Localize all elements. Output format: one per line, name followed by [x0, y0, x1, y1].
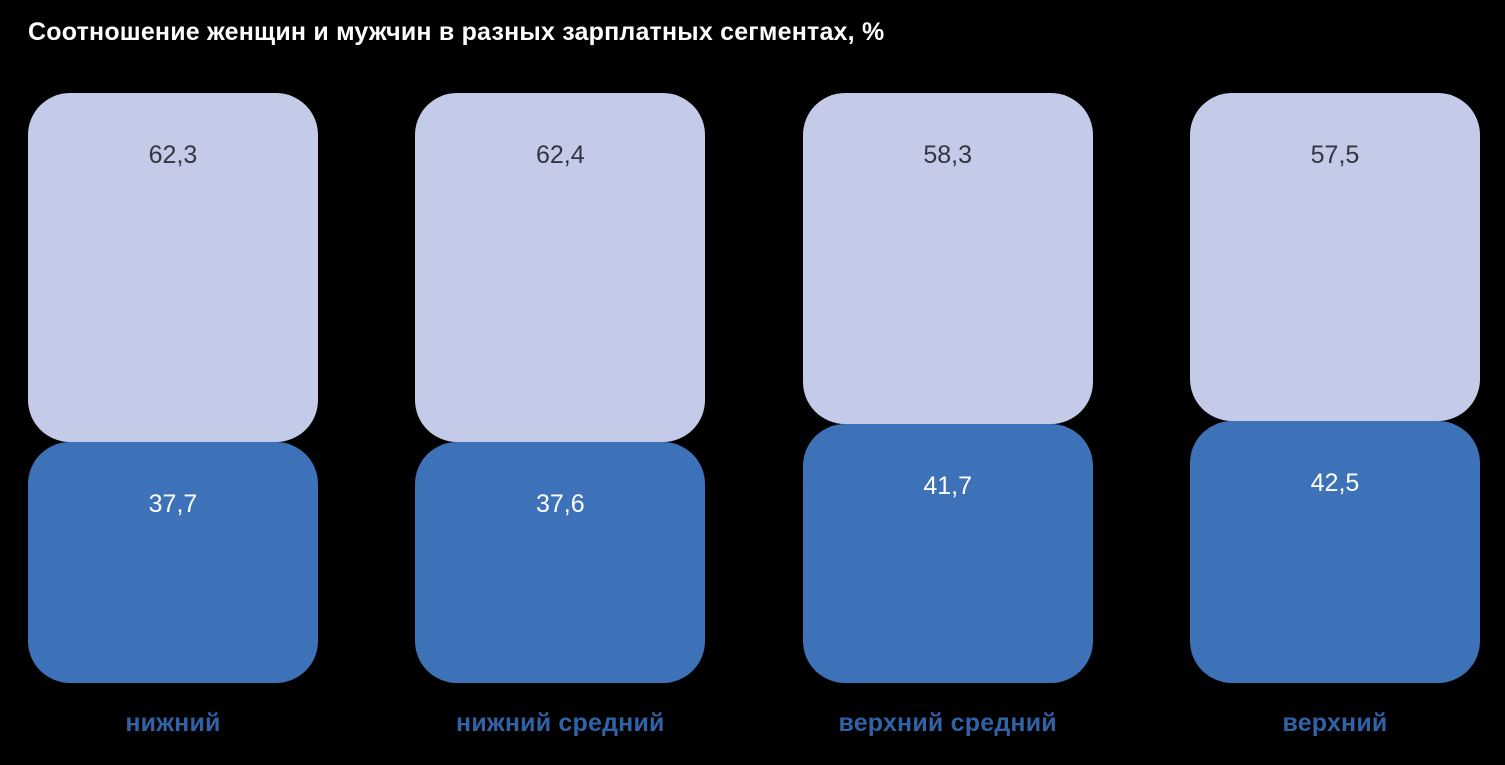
chart-title: Соотношение женщин и мужчин в разных зар… [28, 18, 885, 46]
bar-segment-women: 57,5 [1189, 93, 1480, 421]
value-label-men: 37,7 [148, 489, 198, 518]
stacked-bar-chart: 62,3 37,7 нижний 62,4 37,6 нижний средни… [28, 93, 1480, 738]
bar-segment-women: 62,4 [415, 93, 706, 443]
value-label-women: 62,3 [148, 141, 198, 169]
category-label: нижний [125, 709, 221, 737]
value-label-men: 41,7 [923, 472, 972, 501]
stacked-bar: 58,3 41,7 [802, 93, 1093, 683]
bar-segment-women: 58,3 [802, 93, 1093, 425]
bar-column-lower-middle: 62,4 37,6 нижний средний [415, 93, 706, 738]
value-label-men: 37,6 [535, 490, 585, 519]
stacked-bar: 62,4 37,6 [415, 93, 706, 683]
bar-column-lower: 62,3 37,7 нижний [28, 93, 318, 738]
bar-segment-women: 62,3 [28, 93, 318, 442]
stacked-bar: 62,3 37,7 [28, 93, 318, 683]
category-label: верхний [1282, 709, 1388, 737]
bar-segment-men: 37,7 [28, 441, 318, 683]
category-label: нижний средний [456, 709, 665, 737]
category-label: верхний средний [838, 709, 1057, 737]
bar-column-upper: 57,5 42,5 верхний [1189, 93, 1480, 738]
stacked-bar: 57,5 42,5 [1189, 93, 1480, 683]
bar-segment-men: 37,6 [415, 442, 706, 683]
bar-segment-men: 42,5 [1189, 420, 1480, 683]
value-label-men: 42,5 [1310, 468, 1360, 497]
value-label-women: 57,5 [1310, 141, 1360, 169]
bar-segment-men: 41,7 [802, 424, 1093, 683]
value-label-women: 58,3 [923, 141, 972, 169]
value-label-women: 62,4 [535, 141, 585, 169]
bar-column-upper-middle: 58,3 41,7 верхний средний [802, 93, 1093, 738]
